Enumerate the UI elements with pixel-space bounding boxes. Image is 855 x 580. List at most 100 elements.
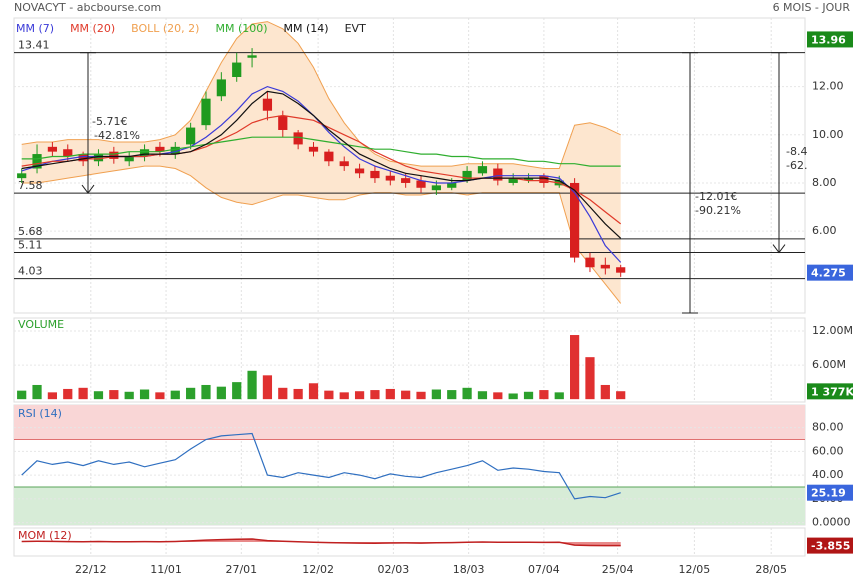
level-label: 4.03 (18, 265, 43, 278)
candle-body (462, 170, 472, 181)
volume-bar (124, 391, 134, 400)
legend-entry: MM (20) (70, 22, 115, 35)
volume-bar (17, 390, 27, 400)
y-tick-label: 10.00 (812, 128, 844, 141)
volume-bar (616, 391, 626, 400)
volume-bar (493, 392, 503, 400)
candle-body (370, 170, 380, 179)
volume-bar (600, 384, 610, 400)
x-tick-label: 18/03 (453, 563, 485, 576)
candle-body (78, 154, 88, 162)
volume-bar (554, 392, 564, 400)
badge-label: 13.96 (811, 33, 846, 46)
volume-bar (262, 375, 273, 400)
volume-bar (293, 388, 303, 400)
annotation: -5.71€ (92, 115, 127, 128)
candle-body (431, 185, 441, 191)
x-tick-label: 07/04 (528, 563, 560, 576)
volume-bar (539, 390, 549, 400)
measure-arrow (772, 244, 786, 254)
x-tick-label: 22/12 (75, 563, 107, 576)
volume-bar (324, 390, 334, 400)
legend-entry: MM (100) (215, 22, 267, 35)
x-tick-label: 11/01 (150, 563, 182, 576)
candle-body (247, 55, 257, 58)
x-tick-label: 28/05 (755, 563, 787, 576)
value-badge (807, 264, 853, 281)
x-tick-label: 12/02 (302, 563, 334, 576)
value-badge (807, 484, 853, 501)
candle-body (416, 180, 426, 188)
rsi-line (21, 432, 621, 500)
volume-bar (523, 391, 534, 400)
y-tick-label: 6.00 (812, 224, 837, 237)
y-tick-label: 60.00 (812, 444, 844, 457)
value-badge (807, 383, 853, 400)
volume-bar (32, 384, 42, 400)
volume-bar (109, 390, 119, 400)
volume-bar (431, 389, 441, 400)
volume-bar (308, 383, 319, 400)
candle-body (354, 168, 365, 174)
candle-body (539, 175, 549, 183)
candle-body (139, 149, 150, 157)
x-tick-label: 25/04 (602, 563, 634, 576)
candle-body (570, 182, 580, 258)
candle-body (447, 182, 457, 188)
y-tick-label: 0.0000 (812, 516, 851, 529)
level-label: 13.41 (18, 39, 50, 52)
candle-body (201, 98, 211, 126)
measure-arrow (81, 184, 95, 194)
x-tick-label: 27/01 (225, 563, 257, 576)
candle-body (385, 175, 395, 181)
panel-frame (13, 317, 806, 403)
annotation: -62. (786, 159, 807, 172)
candle-body (600, 264, 610, 269)
annotation: -90.21% (695, 204, 741, 217)
candle-body (47, 146, 58, 152)
volume-bar (585, 357, 595, 400)
volume-bar (47, 392, 58, 400)
x-tick-label: 12/05 (679, 563, 711, 576)
bollinger-upper (21, 21, 621, 169)
candle-body (109, 151, 119, 159)
candle-body (232, 62, 242, 77)
annotation: -42.81% (94, 129, 140, 142)
candle-body (477, 166, 488, 174)
y-tick-label: 40.00 (812, 468, 844, 481)
panel-title: MOM (12) (18, 529, 72, 542)
y-tick-label: 12.00M (812, 324, 853, 337)
level-label: 7.58 (18, 179, 43, 192)
x-tick-label: 02/03 (378, 563, 410, 576)
chart-title: NOVACYT - abcbourse.com (14, 1, 161, 14)
volume-bar (477, 391, 488, 400)
volume-bar (186, 387, 196, 400)
volume-bar (93, 391, 104, 400)
volume-bar (370, 390, 380, 400)
candle-body (93, 154, 104, 162)
candle-body (508, 178, 518, 183)
y-tick-label: 12.00 (812, 80, 844, 93)
volume-bar (385, 388, 395, 400)
volume-bar (232, 382, 242, 400)
volume-bar (447, 390, 457, 400)
volume-bar (78, 387, 88, 400)
level-label: 5.68 (18, 225, 43, 238)
volume-bar (247, 370, 257, 400)
panel-title: RSI (14) (18, 407, 62, 420)
legend-entry: MM (7) (16, 22, 54, 35)
candle-body (63, 149, 73, 157)
annotation: -12.01€ (695, 190, 737, 203)
candle-body (124, 156, 134, 162)
y-tick-label: 80.00 (812, 421, 844, 434)
candle-body (308, 146, 319, 152)
value-badge (807, 31, 853, 48)
volume-bar (462, 387, 472, 400)
candle-body (262, 98, 273, 111)
rsi-zone (14, 486, 805, 525)
candle-body (155, 146, 165, 152)
legend-entry: MM (14) (284, 22, 329, 35)
volume-bar (170, 390, 180, 400)
